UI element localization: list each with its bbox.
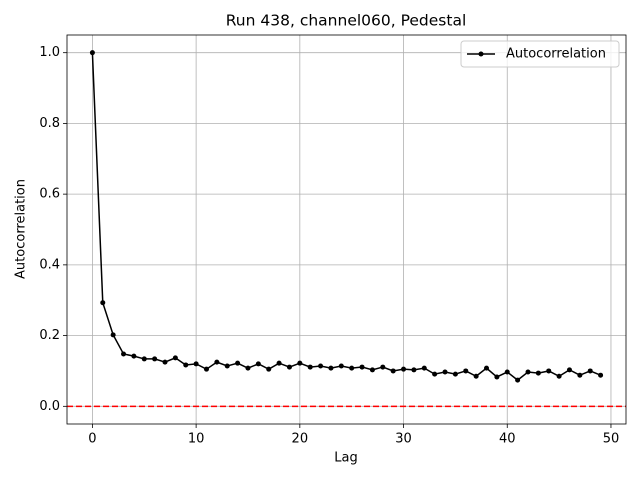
data-point bbox=[141, 356, 147, 362]
y-tick-label: 0.4 bbox=[39, 257, 60, 272]
data-point bbox=[100, 300, 106, 306]
data-point bbox=[245, 365, 251, 371]
data-point bbox=[338, 363, 344, 369]
y-tick-label: 0.8 bbox=[39, 116, 60, 131]
x-tick-label: 50 bbox=[603, 432, 620, 447]
data-point bbox=[504, 369, 510, 375]
data-point bbox=[255, 361, 261, 367]
legend-label: Autocorrelation bbox=[506, 47, 606, 62]
data-point bbox=[110, 332, 116, 338]
legend-box bbox=[460, 40, 620, 68]
data-point bbox=[359, 364, 365, 370]
data-point bbox=[162, 359, 168, 365]
data-point bbox=[369, 367, 375, 373]
x-tick-label: 0 bbox=[88, 432, 96, 447]
data-point bbox=[401, 366, 407, 372]
data-point bbox=[390, 368, 396, 374]
data-point bbox=[463, 368, 469, 374]
y-axis-label: Autocorrelation bbox=[14, 179, 29, 279]
x-tick-label: 30 bbox=[395, 432, 412, 447]
data-point bbox=[214, 359, 220, 365]
data-point bbox=[193, 361, 199, 367]
data-point bbox=[286, 364, 292, 370]
y-tick-label: 0.0 bbox=[39, 399, 60, 414]
data-point bbox=[587, 368, 593, 374]
data-point bbox=[172, 355, 178, 361]
data-point bbox=[411, 367, 417, 373]
data-point bbox=[421, 365, 427, 371]
y-tick-label: 0.6 bbox=[39, 187, 60, 202]
chart-title: Run 438, channel060, Pedestal bbox=[226, 12, 467, 30]
x-tick-label: 20 bbox=[292, 432, 309, 447]
data-point bbox=[131, 353, 137, 359]
data-point bbox=[577, 372, 583, 378]
data-point bbox=[546, 368, 552, 374]
data-point bbox=[89, 50, 95, 56]
x-tick-label: 10 bbox=[188, 432, 205, 447]
legend-marker bbox=[478, 51, 484, 57]
data-point bbox=[473, 373, 479, 379]
data-point bbox=[121, 351, 127, 357]
data-point bbox=[266, 366, 272, 372]
plot-frame bbox=[66, 34, 627, 425]
data-point bbox=[380, 364, 386, 370]
x-tick-label: 40 bbox=[499, 432, 516, 447]
data-point bbox=[442, 369, 448, 375]
data-point bbox=[328, 365, 334, 371]
legend: Autocorrelation bbox=[460, 40, 620, 68]
data-point bbox=[224, 363, 230, 369]
data-point bbox=[556, 373, 562, 379]
data-point bbox=[566, 367, 572, 373]
y-tick-label: 0.2 bbox=[39, 328, 60, 343]
data-point bbox=[484, 365, 490, 371]
data-point bbox=[494, 374, 500, 380]
data-point bbox=[515, 377, 521, 383]
data-point bbox=[525, 369, 531, 375]
data-point bbox=[432, 371, 438, 377]
y-tick-label: 1.0 bbox=[39, 45, 60, 60]
data-point bbox=[152, 356, 158, 362]
data-point bbox=[203, 366, 209, 372]
data-point bbox=[235, 360, 241, 366]
data-point bbox=[307, 364, 313, 370]
data-point bbox=[349, 365, 355, 371]
data-point bbox=[318, 363, 324, 369]
data-point bbox=[535, 370, 541, 376]
data-point bbox=[598, 372, 604, 378]
data-point bbox=[276, 360, 282, 366]
data-point bbox=[452, 371, 458, 377]
data-point bbox=[183, 362, 189, 368]
x-axis-label: Lag bbox=[334, 451, 357, 466]
data-point bbox=[297, 360, 303, 366]
